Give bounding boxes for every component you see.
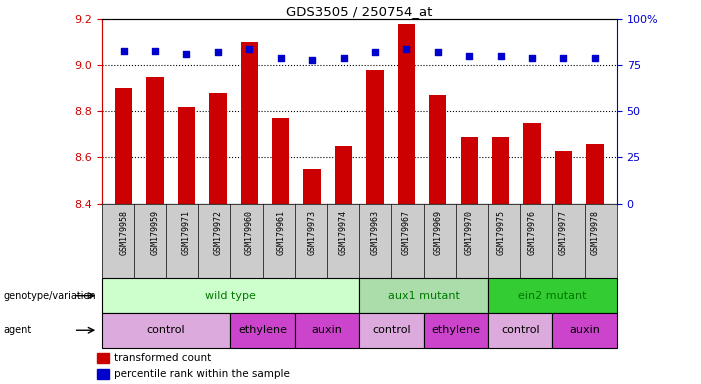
Text: auxin: auxin [312,325,343,335]
Title: GDS3505 / 250754_at: GDS3505 / 250754_at [286,5,433,18]
Text: genotype/variation: genotype/variation [4,291,96,301]
Text: GSM179974: GSM179974 [339,210,348,255]
Bar [97,369,109,379]
Text: GSM179960: GSM179960 [245,210,254,255]
Bar [554,151,572,204]
Bar [461,137,478,204]
Point [369,49,381,55]
Text: control: control [501,325,540,335]
Text: GSM179967: GSM179967 [402,210,411,255]
Bar [115,88,132,204]
Point [338,55,349,61]
Point [306,57,318,63]
Text: GSM179970: GSM179970 [465,210,474,255]
Text: GSM179958: GSM179958 [119,210,128,255]
Bar [423,313,488,348]
Bar [295,313,359,348]
Text: aux1 mutant: aux1 mutant [388,291,460,301]
Text: GSM179961: GSM179961 [276,210,285,255]
Bar [102,313,231,348]
Point [118,48,129,54]
Bar [304,169,321,204]
Point [526,55,538,61]
Bar [97,353,109,364]
Bar [488,278,617,313]
Text: control: control [372,325,411,335]
Bar [397,24,415,204]
Bar [367,70,383,204]
Text: GSM179977: GSM179977 [559,210,568,255]
Bar [524,123,540,204]
Point [244,46,255,52]
Bar [429,95,447,204]
Point [275,55,286,61]
Text: ein2 mutant: ein2 mutant [518,291,587,301]
Text: GSM179971: GSM179971 [182,210,191,255]
Text: agent: agent [4,325,32,335]
Bar [488,313,552,348]
Text: GSM179975: GSM179975 [496,210,505,255]
Bar [147,77,164,204]
Bar [359,313,423,348]
Bar [552,313,617,348]
Bar [240,42,258,204]
Text: GSM179978: GSM179978 [590,210,599,255]
Text: GSM179959: GSM179959 [151,210,160,255]
Point [463,53,475,59]
Point [590,55,601,61]
Bar [492,137,510,204]
Text: GSM179972: GSM179972 [213,210,222,255]
Text: GSM179963: GSM179963 [370,210,379,255]
Point [558,55,569,61]
Text: control: control [147,325,185,335]
Point [495,53,506,59]
Bar [359,278,488,313]
Text: ethylene: ethylene [431,325,480,335]
Bar [272,118,290,204]
Point [149,48,161,54]
Bar [178,107,195,204]
Point [401,46,412,52]
Text: ethylene: ethylene [238,325,287,335]
Bar [102,278,359,313]
Text: GSM179976: GSM179976 [528,210,536,255]
Text: auxin: auxin [569,325,600,335]
Text: GSM179973: GSM179973 [308,210,317,255]
Point [212,49,224,55]
Bar [586,144,604,204]
Text: transformed count: transformed count [114,353,212,363]
Bar [231,313,295,348]
Bar [335,146,352,204]
Text: wild type: wild type [205,291,256,301]
Text: GSM179969: GSM179969 [433,210,442,255]
Point [181,51,192,57]
Bar [209,93,226,204]
Point [433,49,444,55]
Text: percentile rank within the sample: percentile rank within the sample [114,369,290,379]
